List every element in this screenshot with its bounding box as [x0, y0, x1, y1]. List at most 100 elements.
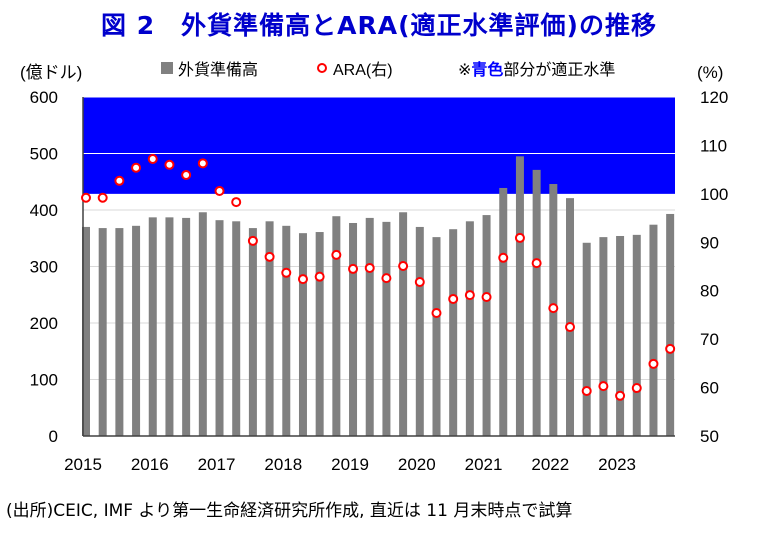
legend-bars-label: 外貨準備高 — [178, 61, 258, 79]
ara-point — [598, 381, 609, 392]
ara-point — [97, 192, 108, 203]
bar — [365, 217, 374, 436]
bar — [382, 221, 391, 436]
x-tick-label: 2018 — [264, 455, 302, 474]
ara-point — [531, 258, 542, 269]
y-right-tick-label: 60 — [700, 379, 719, 398]
bar — [132, 225, 141, 436]
y-tick-label: 400 — [30, 201, 58, 220]
bar — [449, 229, 458, 436]
bar — [148, 217, 157, 436]
ara-point — [181, 169, 192, 180]
ara-point — [665, 343, 676, 354]
source-note: (出所)CEIC, IMF より第一生命経済研究所作成, 直近は 11 月末時点… — [6, 501, 573, 521]
ara-point — [114, 175, 125, 186]
axes — [82, 97, 675, 437]
legend-point-swatch — [317, 63, 327, 73]
bar — [98, 228, 107, 436]
gridlines — [83, 96, 675, 380]
ara-points — [81, 153, 676, 401]
bar — [532, 169, 541, 436]
ara-point — [464, 290, 475, 301]
ara-point — [414, 276, 425, 287]
y-tick-label: 300 — [30, 258, 58, 277]
ara-point — [164, 159, 175, 170]
ara-point — [131, 162, 142, 173]
ara-point — [431, 307, 442, 318]
bar — [282, 225, 291, 436]
y-right-tick-label: 80 — [700, 282, 719, 301]
legend-note: ※青色部分が適正水準 — [458, 60, 615, 79]
x-tick-label: 2019 — [331, 455, 369, 474]
y-tick-label: 100 — [30, 371, 58, 390]
bar — [566, 198, 575, 436]
y-right-tick-label: 120 — [700, 88, 728, 107]
ara-point — [631, 383, 642, 394]
bar — [399, 212, 408, 436]
bar — [115, 228, 124, 436]
bar — [332, 216, 341, 436]
bar — [248, 228, 257, 436]
y-right-tick-label: 50 — [700, 427, 719, 446]
y-right-tick-label: 110 — [700, 136, 727, 155]
ara-point — [331, 249, 342, 260]
x-tick-label: 2023 — [598, 455, 636, 474]
ara-point — [565, 322, 576, 333]
ara-point — [481, 292, 492, 303]
bars — [82, 156, 675, 436]
y-right-tick-label: 70 — [700, 330, 719, 349]
ara-point — [448, 293, 459, 304]
bar — [482, 215, 491, 436]
bar — [215, 220, 224, 436]
ara-point — [498, 252, 509, 263]
ara-point — [281, 267, 292, 278]
y-tick-label: 0 — [49, 427, 58, 446]
y-right-tick-label: 90 — [700, 233, 719, 252]
ara-point — [548, 303, 559, 314]
y-right-tick-label: 100 — [700, 185, 728, 204]
bar — [82, 226, 90, 436]
ara-point — [314, 271, 325, 282]
chart-title: 図 2 外貨準備高とARA(適正水準評価)の推移 — [101, 11, 657, 40]
ara-point — [364, 262, 375, 273]
x-tick-label: 2020 — [398, 455, 436, 474]
bar — [315, 232, 324, 436]
x-tick-label: 2022 — [531, 455, 569, 474]
ara-point — [214, 185, 225, 196]
x-tick-label: 2015 — [64, 455, 102, 474]
legend: (億ドル) (%) 外貨準備高 ARA(右) ※青色部分が適正水準 — [20, 60, 723, 82]
tick-labels: 0 100 200 300 400 500 600 50 60 70 80 90 100 110 120 20… — [30, 88, 729, 474]
ara-point — [147, 153, 158, 164]
bar — [198, 212, 207, 436]
ara-point — [197, 158, 208, 169]
y-axis-label: (億ドル) — [20, 63, 82, 82]
bar — [165, 217, 174, 436]
ara-point — [581, 385, 592, 396]
bar — [265, 221, 274, 436]
bar — [298, 233, 307, 436]
bar — [499, 187, 508, 436]
bar — [599, 237, 608, 436]
bar — [465, 221, 474, 436]
adequate-band-rect — [83, 97, 675, 194]
ara-point — [297, 274, 308, 285]
y-tick-label: 200 — [30, 314, 58, 333]
y-tick-label: 600 — [30, 88, 58, 107]
y-tick-label: 500 — [30, 145, 58, 164]
bar — [515, 156, 524, 436]
ara-point — [348, 263, 359, 274]
ara-point — [247, 235, 258, 246]
ara-point — [231, 197, 242, 208]
x-tick-label: 2016 — [131, 455, 169, 474]
bar — [582, 242, 591, 436]
bar — [182, 217, 191, 436]
ara-point — [398, 261, 409, 272]
ara-point — [264, 251, 275, 262]
ara-point — [615, 390, 626, 401]
ara-point — [381, 273, 392, 284]
bar — [415, 226, 424, 436]
bar — [649, 224, 658, 436]
legend-bar-swatch — [161, 62, 173, 74]
ara-point — [81, 192, 91, 203]
